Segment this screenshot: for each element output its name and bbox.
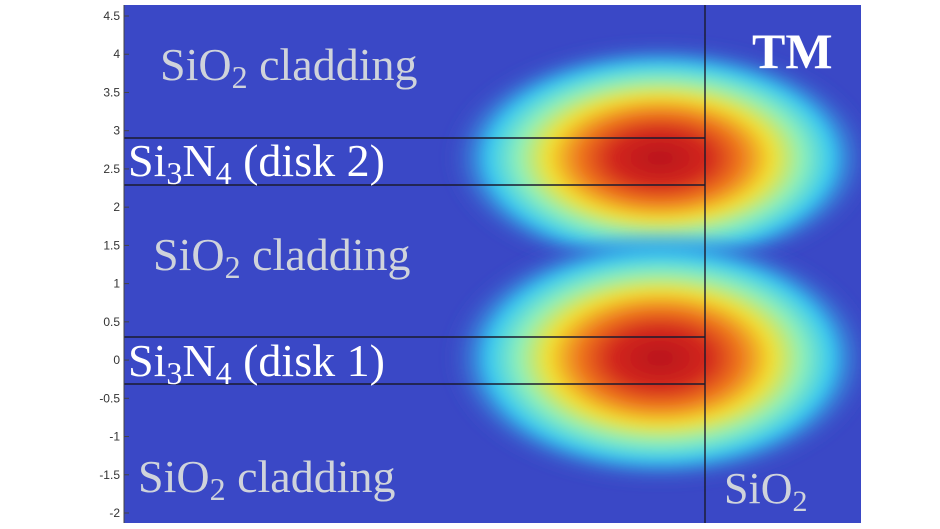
y-tick-label: 4 bbox=[113, 47, 120, 61]
y-tick-label: 1.5 bbox=[103, 238, 120, 252]
y-tick-label: -1.5 bbox=[99, 468, 120, 482]
label-disk-2: Si3N4 (disk 2) bbox=[128, 135, 385, 191]
y-tick-label: 4.5 bbox=[103, 9, 120, 23]
y-tick-label: 0 bbox=[113, 353, 120, 367]
y-tick-label: -2 bbox=[109, 506, 120, 520]
label-mode-tm: TM bbox=[752, 23, 833, 79]
field-lobe-lower bbox=[445, 230, 861, 486]
y-tick-label: 3 bbox=[113, 124, 120, 138]
field-lobe-upper bbox=[445, 40, 861, 276]
y-tick-label: -0.5 bbox=[99, 391, 120, 405]
y-tick-label: 1 bbox=[113, 277, 120, 291]
label-disk-1: Si3N4 (disk 1) bbox=[128, 335, 385, 391]
y-tick-label: 2.5 bbox=[103, 162, 120, 176]
field-distribution bbox=[445, 40, 861, 486]
label-sio2-cladding-mid: SiO2 cladding bbox=[153, 229, 411, 285]
y-tick-label: 2 bbox=[113, 200, 120, 214]
layer-boundaries bbox=[124, 5, 706, 523]
y-tick-label: 3.5 bbox=[103, 85, 120, 99]
label-sio2-right: SiO2 bbox=[724, 464, 807, 518]
label-sio2-cladding-top: SiO2 cladding bbox=[160, 39, 418, 95]
y-tick-label: -1 bbox=[109, 430, 120, 444]
y-axis-ticks: 4.5 4 3.5 3 2.5 2 1.5 1 0.5 0 -0.5 -1 -1.5 -2 bbox=[99, 9, 129, 520]
label-sio2-cladding-bottom: SiO2 cladding bbox=[138, 451, 396, 507]
y-tick-label: 0.5 bbox=[103, 315, 120, 329]
